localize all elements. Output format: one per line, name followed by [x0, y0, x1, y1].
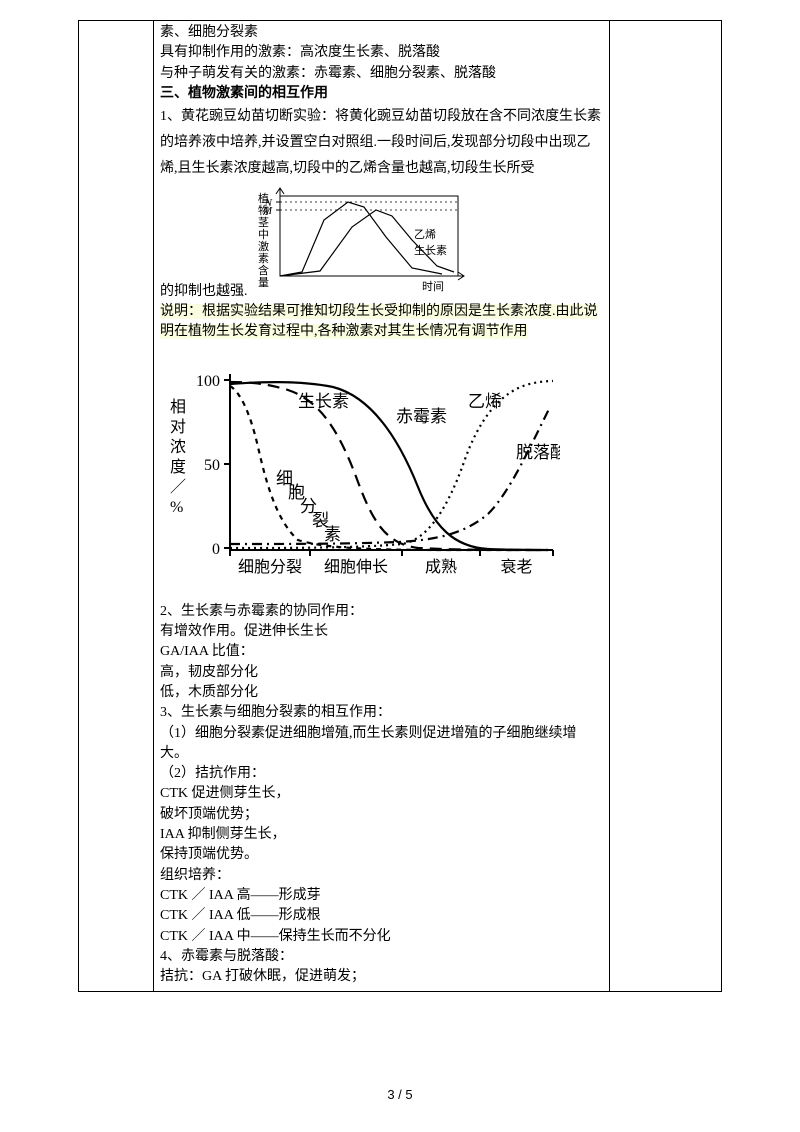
- svg-text:生长素: 生长素: [298, 392, 349, 411]
- svg-text:植: 植: [258, 191, 269, 205]
- svg-text:衰老: 衰老: [500, 558, 532, 576]
- explanation-text: 说明：根据实验结果可推知切段生长受抑制的原因是生长素浓度.由此说明在植物生长发育…: [160, 302, 603, 343]
- svg-text:物: 物: [258, 203, 269, 217]
- text-line: 高，韧皮部分化: [160, 663, 603, 683]
- svg-text:成熟: 成熟: [425, 558, 457, 576]
- text-line: （1）细胞分裂素促进细胞增殖,而生长素则促进增殖的子细胞继续增大。: [160, 724, 603, 765]
- text-line: 4、赤霉素与脱落酸：: [160, 947, 603, 967]
- text-line: 拮抗：GA 打破休眠，促进萌发；: [160, 967, 603, 987]
- text-line: 3、生长素与细胞分裂素的相互作用：: [160, 703, 603, 723]
- content-column: 素、细胞分裂素 具有抑制作用的激素：高浓度生长素、脱落酸 与种子萌发有关的激素：…: [154, 21, 609, 991]
- svg-text:生长素: 生长素: [414, 243, 447, 257]
- text-line: 保持顶端优势。: [160, 845, 603, 865]
- svg-text:乙烯: 乙烯: [468, 392, 502, 411]
- svg-text:时间: 时间: [422, 280, 444, 293]
- chart1-row: 的抑制也越强. NM植物茎中激素含量时间乙烯生长素: [160, 182, 603, 302]
- svg-text:浓: 浓: [170, 438, 186, 456]
- experiment-paragraph: 1、黄花豌豆幼苗切断实验：将黄化豌豆幼苗切段放在含不同浓度生长素的培养液中培养,…: [160, 104, 603, 182]
- svg-text:细胞伸长: 细胞伸长: [324, 558, 388, 576]
- svg-text:%: %: [170, 499, 183, 516]
- svg-text:细胞分裂: 细胞分裂: [238, 558, 302, 576]
- svg-text:／: ／: [170, 479, 186, 496]
- svg-text:赤霉素: 赤霉素: [396, 407, 447, 426]
- text-line: 与种子萌发有关的激素：赤霉素、细胞分裂素、脱落酸: [160, 64, 603, 84]
- svg-text:量: 量: [258, 276, 269, 289]
- text-line: CTK 促进侧芽生长，: [160, 784, 603, 804]
- svg-text:乙烯: 乙烯: [414, 228, 436, 241]
- right-margin-column: [609, 21, 721, 991]
- text-line: 破坏顶端优势；: [160, 805, 603, 825]
- text-line: 的抑制也越强.: [160, 282, 248, 302]
- svg-text:100: 100: [196, 373, 220, 390]
- text-line: 有增效作用。促进伸长生长: [160, 622, 603, 642]
- hormone-lifecycle-chart: 100500细胞分裂细胞伸长成熟衰老相对浓度／%生长素赤霉素乙烯细胞分裂素脱落酸: [158, 344, 560, 594]
- text-line: 组织培养：: [160, 866, 603, 886]
- text-line: CTK ／ IAA 低——形成根: [160, 906, 603, 926]
- svg-text:对: 对: [170, 418, 186, 436]
- svg-text:脱落酸: 脱落酸: [516, 443, 560, 462]
- svg-text:中: 中: [258, 228, 269, 241]
- left-margin-column: [79, 21, 154, 991]
- text-line: IAA 抑制侧芽生长，: [160, 825, 603, 845]
- section-heading: 三、植物激素间的相互作用: [160, 84, 603, 104]
- text-line: （2）拮抗作用：: [160, 764, 603, 784]
- svg-text:茎: 茎: [258, 216, 269, 229]
- ethylene-auxin-chart: NM植物茎中激素含量时间乙烯生长素: [252, 182, 470, 302]
- text-line: 2、生长素与赤霉素的协同作用：: [160, 602, 603, 622]
- svg-text:激: 激: [258, 239, 269, 253]
- text-line: CTK ／ IAA 高——形成芽: [160, 886, 603, 906]
- svg-text:相: 相: [170, 398, 186, 416]
- text-line: 素、细胞分裂素: [160, 23, 603, 43]
- svg-text:素: 素: [324, 525, 341, 544]
- page-footer: 3 / 5: [0, 1087, 800, 1102]
- svg-text:素: 素: [258, 252, 269, 265]
- text-line: CTK ／ IAA 中——保持生长而不分化: [160, 927, 603, 947]
- svg-text:含: 含: [258, 263, 269, 277]
- text-line: 低，木质部分化: [160, 683, 603, 703]
- document-page: 素、细胞分裂素 具有抑制作用的激素：高浓度生长素、脱落酸 与种子萌发有关的激素：…: [78, 20, 722, 992]
- svg-text:度: 度: [170, 458, 186, 476]
- svg-text:50: 50: [204, 457, 220, 474]
- text-line: 具有抑制作用的激素：高浓度生长素、脱落酸: [160, 43, 603, 63]
- svg-text:0: 0: [212, 541, 220, 558]
- text-line: GA/IAA 比值：: [160, 642, 603, 662]
